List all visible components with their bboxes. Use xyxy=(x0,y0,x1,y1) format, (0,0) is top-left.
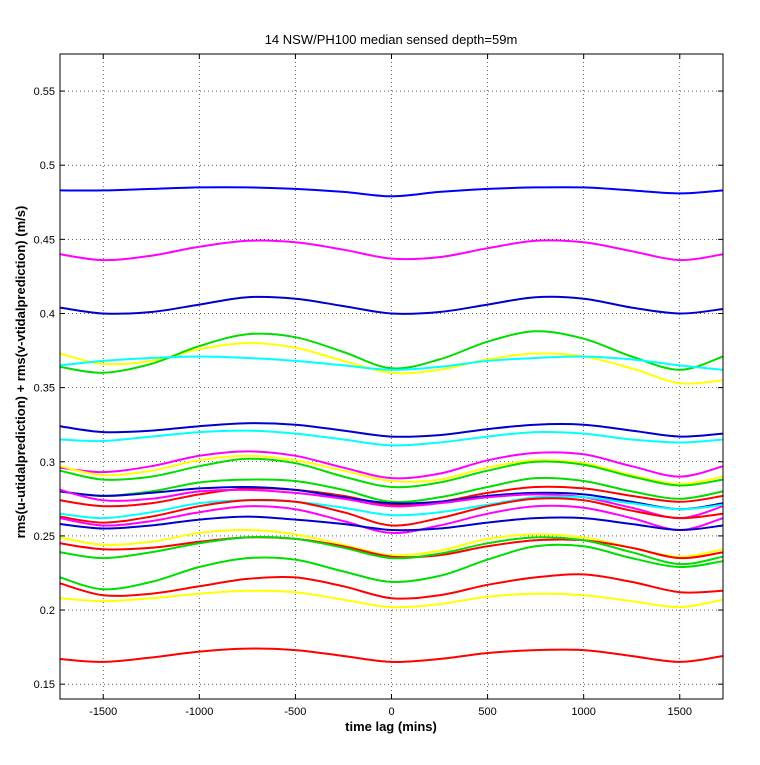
x-tick-label: 500 xyxy=(478,706,496,718)
series-line-5 xyxy=(59,330,724,374)
series-line-7 xyxy=(59,422,724,438)
series-line-3 xyxy=(59,295,724,315)
y-tick-label: 0.2 xyxy=(40,605,55,617)
series-line-23 xyxy=(59,543,724,591)
y-axis-label: rms(u-utidalprediction) + rms(v-vtidalpr… xyxy=(13,206,28,539)
x-tick-label: 1500 xyxy=(668,706,692,718)
series-line-9 xyxy=(59,450,724,480)
series-line-1 xyxy=(59,186,724,198)
series-line-19 xyxy=(59,515,724,532)
x-tick-label: 1000 xyxy=(571,706,595,718)
series-line-24 xyxy=(59,573,724,600)
chart-title: 14 NSW/PH100 median sensed depth=59m xyxy=(265,32,518,47)
x-tick-label: -1500 xyxy=(89,706,117,718)
series-line-10 xyxy=(59,454,724,486)
series-line-26 xyxy=(59,647,724,663)
series-line-6 xyxy=(59,355,724,371)
x-tick-label: -500 xyxy=(284,706,306,718)
series-line-2 xyxy=(59,239,724,262)
series-line-22 xyxy=(59,536,724,566)
series-line-15 xyxy=(59,488,724,520)
x-tick-label: 0 xyxy=(388,706,394,718)
y-tick-label: 0.3 xyxy=(40,457,55,469)
y-tick-label: 0.35 xyxy=(34,383,55,395)
series-line-25 xyxy=(59,589,724,609)
axis-ticks: -1500 -1000 -500 0 500 1000 1500 0.15 0.2 0.25 0.3… xyxy=(34,54,723,718)
y-tick-label: 0.5 xyxy=(40,160,55,172)
series-line-11 xyxy=(59,457,724,489)
series-line-13 xyxy=(59,485,724,508)
series-line-8 xyxy=(59,429,724,447)
series-line-17 xyxy=(59,497,724,527)
series-lines xyxy=(59,186,724,663)
series-line-16 xyxy=(59,495,724,520)
series-line-21 xyxy=(59,536,724,560)
series-line-18 xyxy=(59,504,724,534)
y-tick-label: 0.15 xyxy=(34,679,55,691)
y-tick-label: 0.45 xyxy=(34,234,55,246)
y-tick-label: 0.55 xyxy=(34,86,55,98)
y-tick-label: 0.25 xyxy=(34,531,55,543)
series-line-12 xyxy=(59,476,724,504)
x-axis-label: time lag (mins) xyxy=(345,719,437,734)
series-line-14 xyxy=(59,485,724,511)
y-tick-label: 0.4 xyxy=(40,308,55,320)
x-tick-label: -1000 xyxy=(185,706,213,718)
